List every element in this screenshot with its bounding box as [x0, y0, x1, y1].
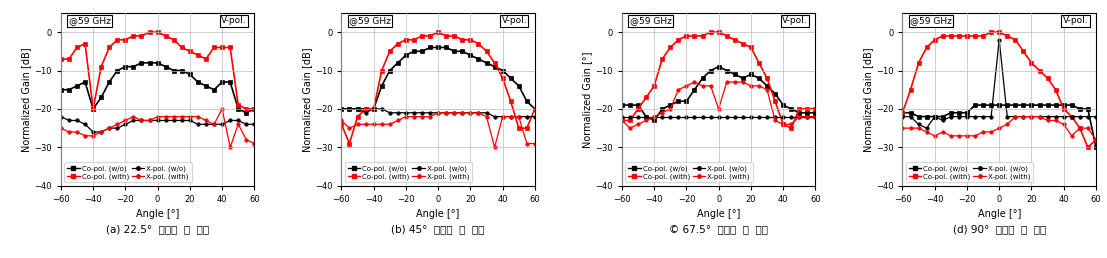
Y-axis label: Normalized Gain [dB]: Normalized Gain [dB] — [21, 47, 31, 152]
Text: @59 GHz: @59 GHz — [349, 16, 391, 25]
Text: © 67.5°  안테나  비  정렬: © 67.5° 안테나 비 정렬 — [669, 224, 768, 234]
Text: @59 GHz: @59 GHz — [910, 16, 952, 25]
Text: @59 GHz: @59 GHz — [630, 16, 672, 25]
Legend: Co-pol. (w/o), Co-pol. (with), X-pol. (w/o), X-pol. (with): Co-pol. (w/o), Co-pol. (with), X-pol. (w… — [625, 162, 753, 182]
Text: @59 GHz: @59 GHz — [69, 16, 111, 25]
Text: (d) 90°  안테나  비  정렬: (d) 90° 안테나 비 정렬 — [952, 224, 1046, 234]
Text: (b) 45°  안테나  비  정렬: (b) 45° 안테나 비 정렬 — [392, 224, 485, 234]
X-axis label: Angle [°]: Angle [°] — [977, 209, 1021, 219]
Y-axis label: Normalized Gain [dB]: Normalized Gain [dB] — [863, 47, 873, 152]
Y-axis label: Normalized Gain [°]: Normalized Gain [°] — [582, 51, 592, 148]
Y-axis label: Normalized Gain [dB]: Normalized Gain [dB] — [302, 47, 312, 152]
Text: V-pol.: V-pol. — [501, 16, 527, 25]
X-axis label: Angle [°]: Angle [°] — [697, 209, 741, 219]
Text: V-pol.: V-pol. — [1063, 16, 1088, 25]
X-axis label: Angle [°]: Angle [°] — [136, 209, 179, 219]
Text: (a) 22.5°  안테나  비  정렬: (a) 22.5° 안테나 비 정렬 — [106, 224, 209, 234]
Legend: Co-pol. (w/o), Co-pol. (with), X-pol. (w/o), X-pol. (with): Co-pol. (w/o), Co-pol. (with), X-pol. (w… — [906, 162, 1033, 182]
Text: V-pol.: V-pol. — [782, 16, 808, 25]
Legend: Co-pol. (w/o), Co-pol. (with), X-pol. (w/o), X-pol. (with): Co-pol. (w/o), Co-pol. (with), X-pol. (w… — [345, 162, 472, 182]
Text: V-pol.: V-pol. — [221, 16, 247, 25]
Legend: Co-pol. (w/o), Co-pol. (with), X-pol. (w/o), X-pol. (with): Co-pol. (w/o), Co-pol. (with), X-pol. (w… — [64, 162, 192, 182]
X-axis label: Angle [°]: Angle [°] — [416, 209, 459, 219]
